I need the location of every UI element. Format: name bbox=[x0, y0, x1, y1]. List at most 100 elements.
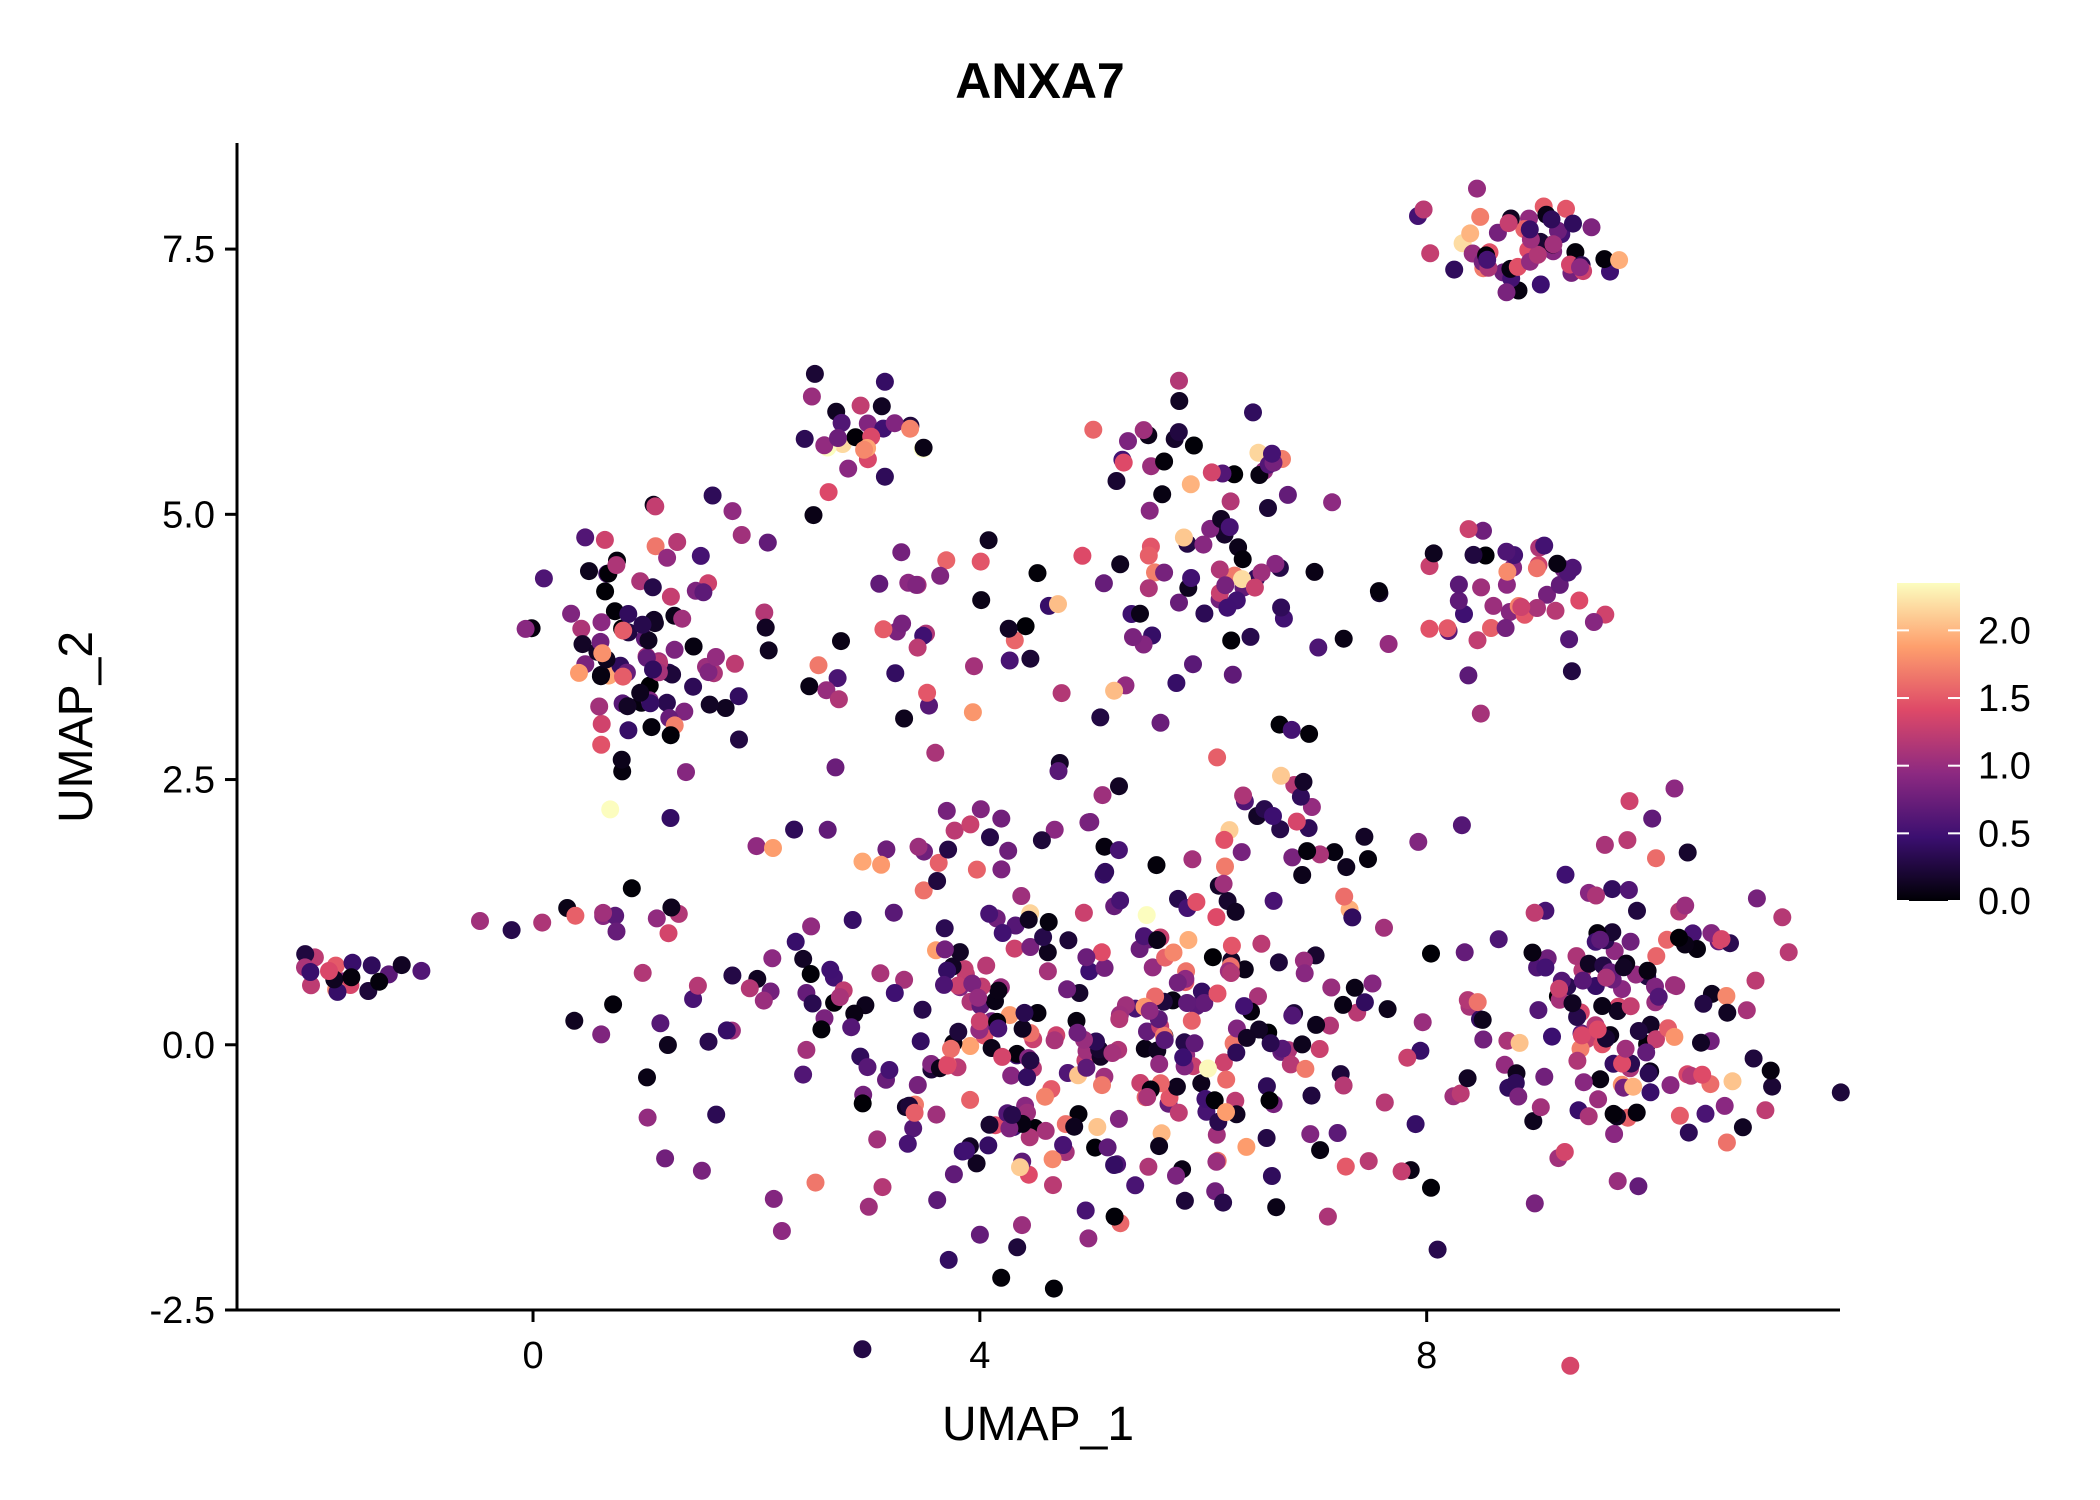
y-axis-label: UMAP_2 bbox=[50, 631, 103, 823]
data-point-upper-mid-65 bbox=[1244, 403, 1262, 422]
data-point-main-body-155 bbox=[945, 821, 964, 840]
data-point-main-body-367 bbox=[1021, 1051, 1040, 1070]
data-point-main-body-267 bbox=[764, 1189, 783, 1208]
data-point-mid-right-16 bbox=[1497, 542, 1516, 561]
data-point-main-body-373 bbox=[1003, 1105, 1022, 1124]
data-point-main-body-389 bbox=[1302, 1086, 1321, 1105]
data-point-main-body-198 bbox=[1264, 891, 1283, 910]
data-point-upper-left-87 bbox=[576, 528, 595, 547]
data-point-upper-mid-62 bbox=[1379, 635, 1398, 653]
data-point-main-body-272 bbox=[1110, 777, 1128, 796]
legend-label-4: 2.0 bbox=[1978, 610, 2031, 652]
data-point-top-right-10 bbox=[1471, 207, 1490, 226]
data-point-mid-right-link-22 bbox=[1291, 787, 1310, 806]
data-point-upper-mid-64 bbox=[1182, 569, 1201, 587]
data-point-main-body-216 bbox=[1217, 1070, 1236, 1089]
data-point-main-body-124 bbox=[1262, 1167, 1281, 1185]
data-point-upper-mid-11 bbox=[1167, 674, 1186, 692]
data-point-main-body-249 bbox=[688, 976, 707, 995]
data-point-mid-right-20 bbox=[1449, 575, 1468, 594]
data-point-main-body-348 bbox=[905, 1103, 924, 1122]
data-point-top-right-52 bbox=[1520, 220, 1539, 239]
legend-label-0: 0.0 bbox=[1978, 881, 2031, 923]
data-point-upper-left-94 bbox=[706, 648, 725, 666]
data-point-upper-left-34 bbox=[580, 562, 598, 581]
data-point-top-right-42 bbox=[1421, 244, 1440, 263]
data-point-right-cluster-85 bbox=[1579, 1107, 1598, 1126]
data-point-mid-right-36 bbox=[1498, 562, 1517, 581]
data-point-right-cluster-62 bbox=[1627, 1103, 1646, 1122]
data-point-mid-right-18 bbox=[1535, 536, 1554, 555]
data-point-main-body-44 bbox=[1038, 962, 1057, 981]
data-point-main-body-418 bbox=[1140, 1001, 1159, 1020]
data-point-upper-left-55 bbox=[699, 663, 718, 682]
data-point-main-body-361 bbox=[911, 1032, 930, 1051]
data-point-right-cluster-10 bbox=[1579, 954, 1598, 973]
data-point-right-cluster-103 bbox=[1613, 1054, 1632, 1073]
data-point-right-cluster-145 bbox=[1670, 928, 1688, 947]
data-point-right-cluster-123 bbox=[1561, 1356, 1580, 1375]
data-point-right-cluster-140 bbox=[1510, 1033, 1529, 1052]
scatter-points bbox=[296, 179, 1850, 1375]
data-point-main-body-248 bbox=[1215, 830, 1234, 849]
data-point-right-cluster-129 bbox=[1525, 1194, 1544, 1213]
data-point-main-body-419 bbox=[1178, 994, 1197, 1012]
data-point-main-body-274 bbox=[1126, 1176, 1145, 1195]
data-point-main-body-231 bbox=[1363, 974, 1382, 993]
data-point-mid-right-link-12 bbox=[1409, 832, 1428, 851]
data-point-top-right-48 bbox=[1542, 210, 1561, 229]
data-point-right-cluster-156 bbox=[1676, 896, 1695, 915]
data-point-mid-right-43 bbox=[1459, 520, 1478, 539]
data-point-upper-mid-51 bbox=[1223, 665, 1242, 684]
data-point-main-body-351 bbox=[1111, 891, 1130, 910]
data-point-top-right-38 bbox=[1528, 245, 1547, 264]
y-tick-label-0: -2.5 bbox=[150, 1290, 215, 1332]
data-point-main-body-183 bbox=[885, 984, 904, 1002]
data-point-right-cluster-82 bbox=[1605, 1125, 1624, 1143]
data-point-upper-mid-left-25 bbox=[795, 429, 814, 448]
data-point-left-bridge-3 bbox=[533, 913, 552, 932]
data-point-main-body-151 bbox=[1020, 1128, 1039, 1147]
data-point-main-body-157 bbox=[1045, 1031, 1064, 1050]
data-point-upper-left-85 bbox=[700, 695, 719, 714]
data-point-main-body-339 bbox=[1096, 862, 1115, 881]
data-point-right-cluster-153 bbox=[1574, 1073, 1593, 1092]
data-point-main-body-390 bbox=[928, 872, 947, 890]
data-point-upper-mid-left-14 bbox=[839, 459, 858, 478]
data-point-upper-mid-38 bbox=[1194, 535, 1213, 554]
data-point-main-body-345 bbox=[1018, 1068, 1036, 1087]
data-point-main-body-406 bbox=[1355, 993, 1374, 1012]
data-point-main-body-269 bbox=[1049, 762, 1068, 781]
data-point-main-body-68 bbox=[797, 1040, 816, 1059]
data-point-mid-right-link-17 bbox=[1282, 720, 1301, 739]
data-point-main-body-65 bbox=[1008, 1238, 1027, 1257]
data-point-right-cluster-1 bbox=[1473, 1010, 1492, 1029]
data-point-upper-mid-69 bbox=[1153, 485, 1172, 504]
data-point-right-cluster-157 bbox=[1694, 994, 1713, 1013]
data-point-right-cluster-133 bbox=[1621, 932, 1640, 951]
data-point-mid-band-37 bbox=[892, 543, 911, 562]
data-point-main-body-347 bbox=[963, 974, 982, 993]
data-point-right-cluster-72 bbox=[1733, 1118, 1752, 1137]
data-point-main-body-268 bbox=[1054, 1136, 1073, 1154]
data-point-top-right-20 bbox=[1461, 224, 1480, 243]
data-point-main-body-266 bbox=[967, 860, 986, 879]
data-point-upper-mid-81 bbox=[1181, 475, 1200, 494]
data-point-main-body-53 bbox=[826, 758, 845, 777]
data-point-main-body-196 bbox=[935, 919, 954, 938]
data-point-right-cluster-131 bbox=[1665, 1027, 1684, 1046]
data-point-main-body-337 bbox=[764, 839, 782, 857]
data-point-main-body-242 bbox=[1058, 980, 1077, 999]
data-point-upper-mid-40 bbox=[1202, 463, 1221, 482]
data-point-upper-left-30 bbox=[618, 697, 637, 716]
data-point-main-body-282 bbox=[1167, 1166, 1185, 1185]
data-point-right-cluster-117 bbox=[1474, 1030, 1493, 1049]
data-point-upper-left-79 bbox=[644, 660, 662, 679]
data-point-main-body-383 bbox=[1068, 1023, 1087, 1042]
data-point-main-body-415 bbox=[873, 1178, 892, 1197]
data-point-main-body-79 bbox=[1092, 943, 1111, 962]
data-point-main-body-73 bbox=[1105, 1156, 1124, 1174]
data-point-upper-mid-left-1 bbox=[819, 483, 838, 502]
data-point-main-body-288 bbox=[859, 1197, 878, 1216]
data-point-main-body-5 bbox=[1080, 962, 1099, 981]
